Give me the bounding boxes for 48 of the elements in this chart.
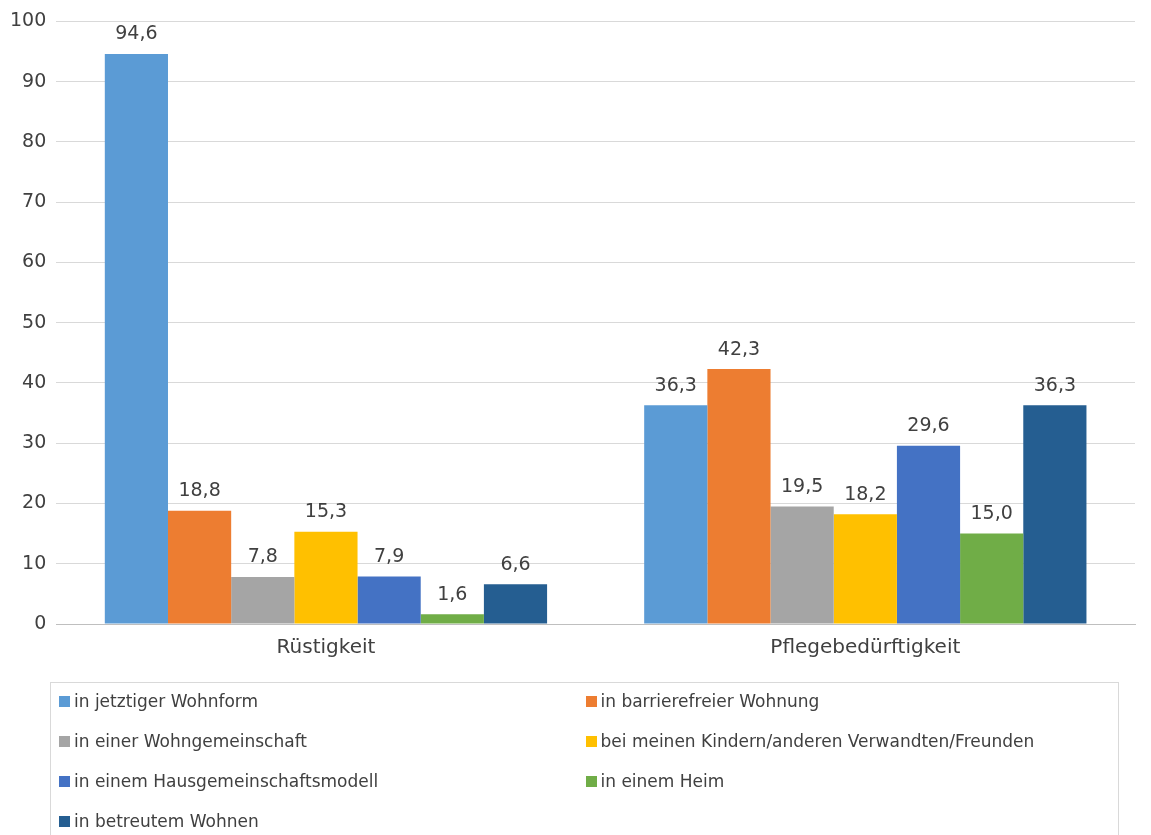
bar xyxy=(770,506,834,624)
bar xyxy=(833,514,897,624)
data-label: 29,6 xyxy=(907,413,950,436)
data-label: 42,3 xyxy=(717,336,761,359)
data-label: 6,6 xyxy=(500,551,531,574)
data-label: 15,0 xyxy=(970,501,1013,524)
y-tick-label: 60 xyxy=(22,249,47,272)
data-label: 18,8 xyxy=(178,478,221,501)
legend-label: bei meinen Kindern/anderen Verwandten/Freunden xyxy=(600,731,1035,751)
legend-label: in einem Heim xyxy=(600,771,725,791)
bar xyxy=(104,53,168,624)
y-tick-label: 0 xyxy=(34,610,47,633)
x-tick-label: Pflegebedürftigkeit xyxy=(770,634,961,659)
legend-label: in einem Hausgemeinschaftsmodell xyxy=(74,771,379,791)
data-label: 19,5 xyxy=(780,473,824,496)
y-tick-label: 10 xyxy=(22,550,47,573)
y-tick-label: 20 xyxy=(22,490,47,513)
y-tick-label: 90 xyxy=(22,68,47,91)
data-label: 1,6 xyxy=(437,581,468,604)
data-label: 94,6 xyxy=(115,21,158,44)
bar xyxy=(707,369,771,624)
bar xyxy=(357,576,421,624)
y-tick-label: 30 xyxy=(22,430,47,453)
data-label: 36,3 xyxy=(1033,372,1077,395)
bar xyxy=(483,584,548,624)
bar xyxy=(1023,405,1087,624)
data-label: 7,8 xyxy=(247,544,278,567)
data-label: 36,3 xyxy=(654,372,697,395)
legend-label: in jetztiger Wohnform xyxy=(74,691,259,711)
bar xyxy=(231,577,295,624)
bar xyxy=(420,614,484,624)
y-tick-label: 100 xyxy=(10,8,47,31)
legend-label: in einer Wohngemeinschaft xyxy=(74,731,307,751)
x-tick-label: Rüstigkeit xyxy=(276,634,376,659)
y-tick-label: 70 xyxy=(22,189,47,212)
bar xyxy=(960,533,1024,624)
bar xyxy=(644,405,708,624)
data-label: 15,3 xyxy=(304,499,348,522)
bar xyxy=(167,510,232,624)
y-tick-label: 40 xyxy=(22,369,47,392)
y-tick-label: 80 xyxy=(22,128,47,151)
bar xyxy=(896,445,961,624)
bar xyxy=(294,531,358,624)
legend-label: in betreutem Wohnen xyxy=(74,811,259,831)
y-tick-label: 50 xyxy=(22,309,47,332)
data-label: 7,9 xyxy=(374,543,405,566)
data-label: 18,2 xyxy=(844,481,887,504)
legend-label: in barrierefreier Wohnung xyxy=(600,691,820,711)
